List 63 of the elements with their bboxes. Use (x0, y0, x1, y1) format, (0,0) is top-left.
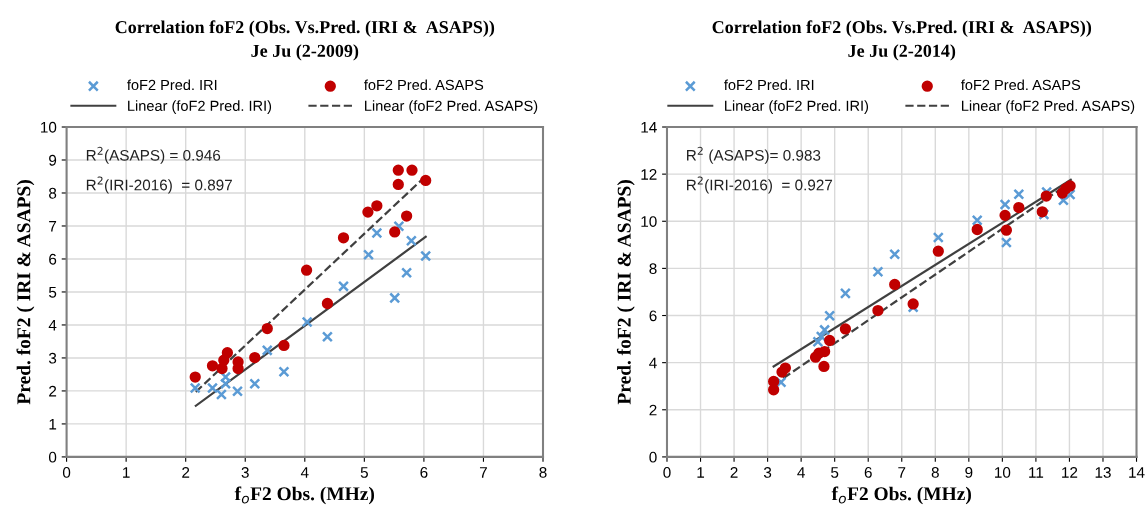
y-tick-label: 10 (41, 121, 57, 133)
legend-label: Linear (foF2 Pred. IRI) (725, 100, 869, 114)
x-tick-label: 7 (479, 467, 487, 478)
legend-label: foF2 Pred. ASAPS (961, 79, 1081, 91)
y-tick-label: 6 (49, 253, 57, 265)
y-tick-label: 9 (49, 154, 57, 166)
y-tick-label: 0 (48, 451, 57, 463)
y-tick-label: 4 (48, 319, 57, 331)
x-tick-label: 0 (663, 467, 671, 478)
y-axis-title: Pred. foF2 ( IRI & ASAPS) (616, 180, 635, 405)
legend-label: Linear (foF2 Pred. IRI) (128, 100, 272, 114)
legend-label: foF2 Pred. ASAPS (364, 79, 484, 91)
legend-label: Linear (foF2 Pred. ASAPS) (962, 100, 1135, 114)
x-tick-label: 14 (1129, 467, 1145, 478)
x-tick-label: 8 (931, 467, 939, 478)
y-tick-label: 8 (49, 187, 57, 199)
x-tick-label: 9 (965, 467, 973, 478)
y-tick-label: 2 (649, 404, 657, 416)
x-tick-label: 12 (1062, 467, 1078, 478)
x-tick-label: 1 (697, 467, 705, 478)
x-axis-title: f$_{o}$F2 Obs. (MHz) (831, 486, 971, 505)
y-tick-label: 6 (649, 310, 657, 322)
legend-label: foF2 Pred. IRI (127, 79, 217, 91)
x-tick-label: 5 (360, 467, 368, 478)
x-tick-label: 5 (831, 467, 839, 478)
x-tick-label: 7 (898, 467, 906, 478)
x-tick-label: 6 (864, 467, 872, 478)
legend-label: Linear (foF2 Pred. ASAPS) (365, 100, 538, 114)
y-tick-label: 8 (649, 263, 657, 275)
y-tick-label: 14 (641, 122, 657, 133)
chart-title: Correlation foF2 (Obs. Vs.Pred. (IRI & ASAPS)) (712, 20, 1092, 37)
x-tick-label: 3 (241, 467, 249, 478)
x-tick-label: 4 (300, 467, 309, 478)
chart-subtitle: Je Ju (2-2014) (848, 44, 956, 61)
annotation: R$^{2}$ (ASAPS)= 0.983 (687, 146, 821, 164)
y-tick-label: 4 (649, 357, 657, 369)
x-tick-label: 13 (1095, 467, 1111, 478)
x-tick-label: 8 (539, 467, 547, 478)
y-tick-label: 7 (49, 221, 57, 232)
y-tick-label: 1 (49, 418, 57, 430)
x-tick-label: 4 (797, 467, 805, 478)
x-tick-label: 0 (62, 467, 71, 478)
y-axis-title: Pred. foF2 ( IRI & ASAPS) (16, 180, 35, 405)
y-tick-label: 12 (641, 169, 657, 180)
x-tick-label: 2 (182, 467, 190, 478)
x-tick-label: 3 (763, 467, 772, 478)
y-tick-label: 3 (48, 352, 57, 364)
y-tick-label: 2 (49, 385, 57, 397)
x-axis-title: f$_{o}$F2 Obs. (MHz) (234, 486, 375, 505)
x-tick-label: 6 (420, 467, 428, 478)
y-tick-label: 0 (649, 451, 657, 463)
x-tick-label: 1 (123, 467, 130, 478)
x-tick-label: 11 (1029, 467, 1044, 478)
annotation: R$^{2}$(ASAPS) = 0.946 (86, 146, 221, 164)
annotation: R$^{2}$(IRI-2016) = 0.897 (86, 176, 232, 194)
chart-subtitle: Je Ju (2-2009) (251, 44, 359, 61)
x-tick-label: 2 (730, 467, 738, 478)
y-tick-label: 10 (641, 216, 657, 227)
annotation: R$^{2}$(IRI-2016) = 0.927 (687, 176, 833, 194)
legend-label: foF2 Pred. IRI (724, 79, 814, 91)
x-tick-label: 10 (995, 467, 1011, 478)
chart-title: Correlation foF2 (Obs. Vs.Pred. (IRI & ASAPS)) (115, 20, 495, 37)
y-tick-label: 5 (48, 286, 57, 298)
